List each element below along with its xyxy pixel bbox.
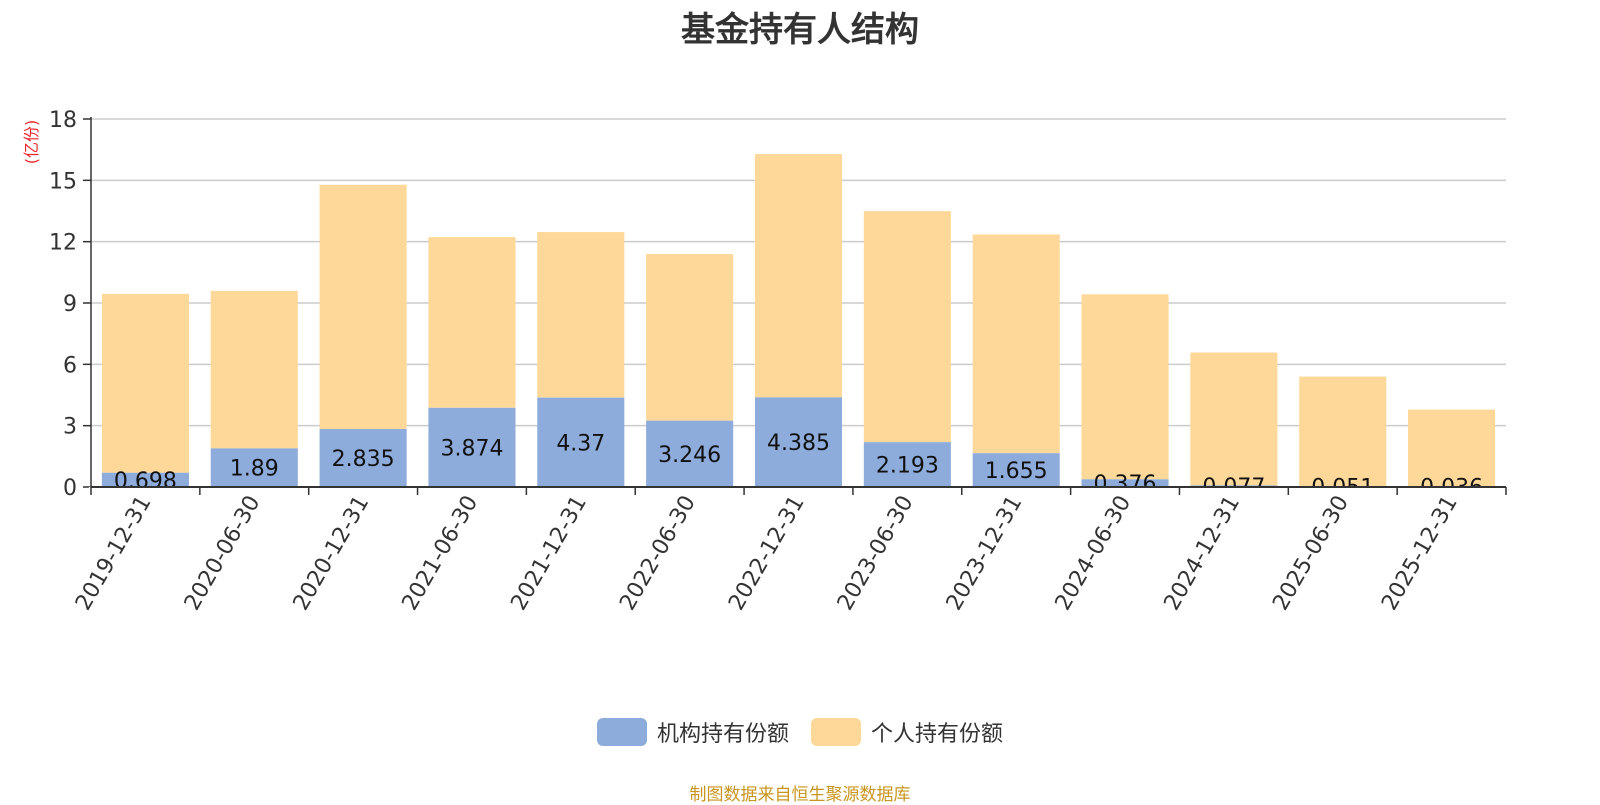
legend-item-individual[interactable]: 个人持有份额 — [811, 716, 1003, 748]
x-tick-label-2019-12-31: 2019-12-31 — [71, 492, 157, 615]
bar-institutional-2023-12-31 — [972, 453, 1060, 487]
y-axis-title: (亿份) — [22, 120, 41, 165]
bar-individual-2020-12-31 — [319, 184, 407, 430]
legend-swatch-institutional — [596, 718, 647, 746]
bar-institutional-2021-12-31 — [537, 397, 625, 487]
bar-institutional-2019-12-31 — [101, 472, 189, 487]
legend-label-individual: 个人持有份额 — [871, 722, 1004, 747]
x-tick-label-2023-12-31: 2023-12-31 — [942, 492, 1028, 615]
y-tick-label-9: 9 — [63, 292, 77, 317]
data-label-2022-12-31: 4.385 — [767, 431, 830, 456]
x-tick-label-2025-06-30: 2025-06-30 — [1268, 492, 1354, 615]
chart-title: 基金持有人结构 — [681, 10, 919, 50]
bar-institutional-2020-12-31 — [319, 429, 407, 487]
data-label-2021-06-30: 3.874 — [440, 436, 503, 461]
bar-individual-2023-06-30 — [863, 211, 951, 443]
y-tick-label-0: 0 — [63, 476, 77, 501]
bar-individual-2025-06-30 — [1299, 376, 1387, 486]
data-label-2022-06-30: 3.246 — [658, 443, 721, 468]
x-tick-label-2020-12-31: 2020-12-31 — [289, 492, 375, 615]
legend: 机构持有份额 个人持有份额 — [0, 716, 1600, 748]
x-tick-label-2024-12-31: 2024-12-31 — [1160, 492, 1246, 615]
y-tick-label-6: 6 — [63, 353, 77, 378]
x-tick-label-2021-06-30: 2021-06-30 — [398, 492, 484, 615]
data-label-2021-12-31: 4.37 — [556, 431, 605, 456]
bar-individual-2025-12-31 — [1408, 409, 1496, 487]
bar-individual-2022-06-30 — [646, 254, 734, 421]
bar-individual-2022-12-31 — [754, 154, 843, 398]
bar-institutional-2023-06-30 — [863, 442, 951, 487]
x-tick-label-2020-06-30: 2020-06-30 — [180, 492, 266, 615]
bar-institutional-2020-06-30 — [210, 448, 298, 487]
data-label-2023-12-31: 1.655 — [985, 459, 1048, 484]
legend-label-institutional: 机构持有份额 — [656, 722, 789, 747]
data-label-2020-06-30: 1.89 — [230, 457, 279, 482]
bar-individual-2021-12-31 — [537, 232, 625, 398]
data-label-2023-06-30: 2.193 — [876, 454, 939, 479]
y-tick-label-18: 18 — [49, 108, 77, 133]
legend-swatch-individual — [811, 718, 861, 746]
bar-institutional-2021-06-30 — [428, 407, 516, 487]
y-tick-label-3: 3 — [63, 415, 77, 440]
bar-institutional-2022-12-31 — [754, 397, 843, 487]
bar-individual-2023-12-31 — [972, 234, 1060, 454]
x-tick-label-2022-12-31: 2022-12-31 — [724, 492, 810, 615]
bar-individual-2024-12-31 — [1190, 352, 1278, 486]
data-label-2020-12-31: 2.835 — [332, 447, 395, 472]
x-tick-label-2021-12-31: 2021-12-31 — [506, 492, 592, 615]
bar-individual-2020-06-30 — [210, 290, 298, 449]
bar-institutional-2024-06-30 — [1081, 479, 1169, 487]
x-tick-label-2024-06-30: 2024-06-30 — [1051, 492, 1137, 615]
bar-individual-2024-06-30 — [1081, 294, 1169, 480]
y-tick-label-12: 12 — [49, 231, 77, 256]
bar-individual-2019-12-31 — [101, 293, 189, 473]
bar-individual-2021-06-30 — [428, 237, 516, 408]
x-tick-label-2023-06-30: 2023-06-30 — [833, 492, 919, 615]
x-tick-label-2022-06-30: 2022-06-30 — [615, 492, 701, 615]
bar-institutional-2022-06-30 — [646, 420, 734, 487]
source-note: 制图数据来自恒生聚源数据库 — [689, 785, 911, 805]
baseline-mask — [89, 487, 1508, 501]
legend-item-institutional[interactable]: 机构持有份额 — [596, 716, 789, 748]
x-tick-label-2025-12-31: 2025-12-31 — [1377, 492, 1463, 615]
y-tick-label-15: 15 — [49, 169, 77, 194]
